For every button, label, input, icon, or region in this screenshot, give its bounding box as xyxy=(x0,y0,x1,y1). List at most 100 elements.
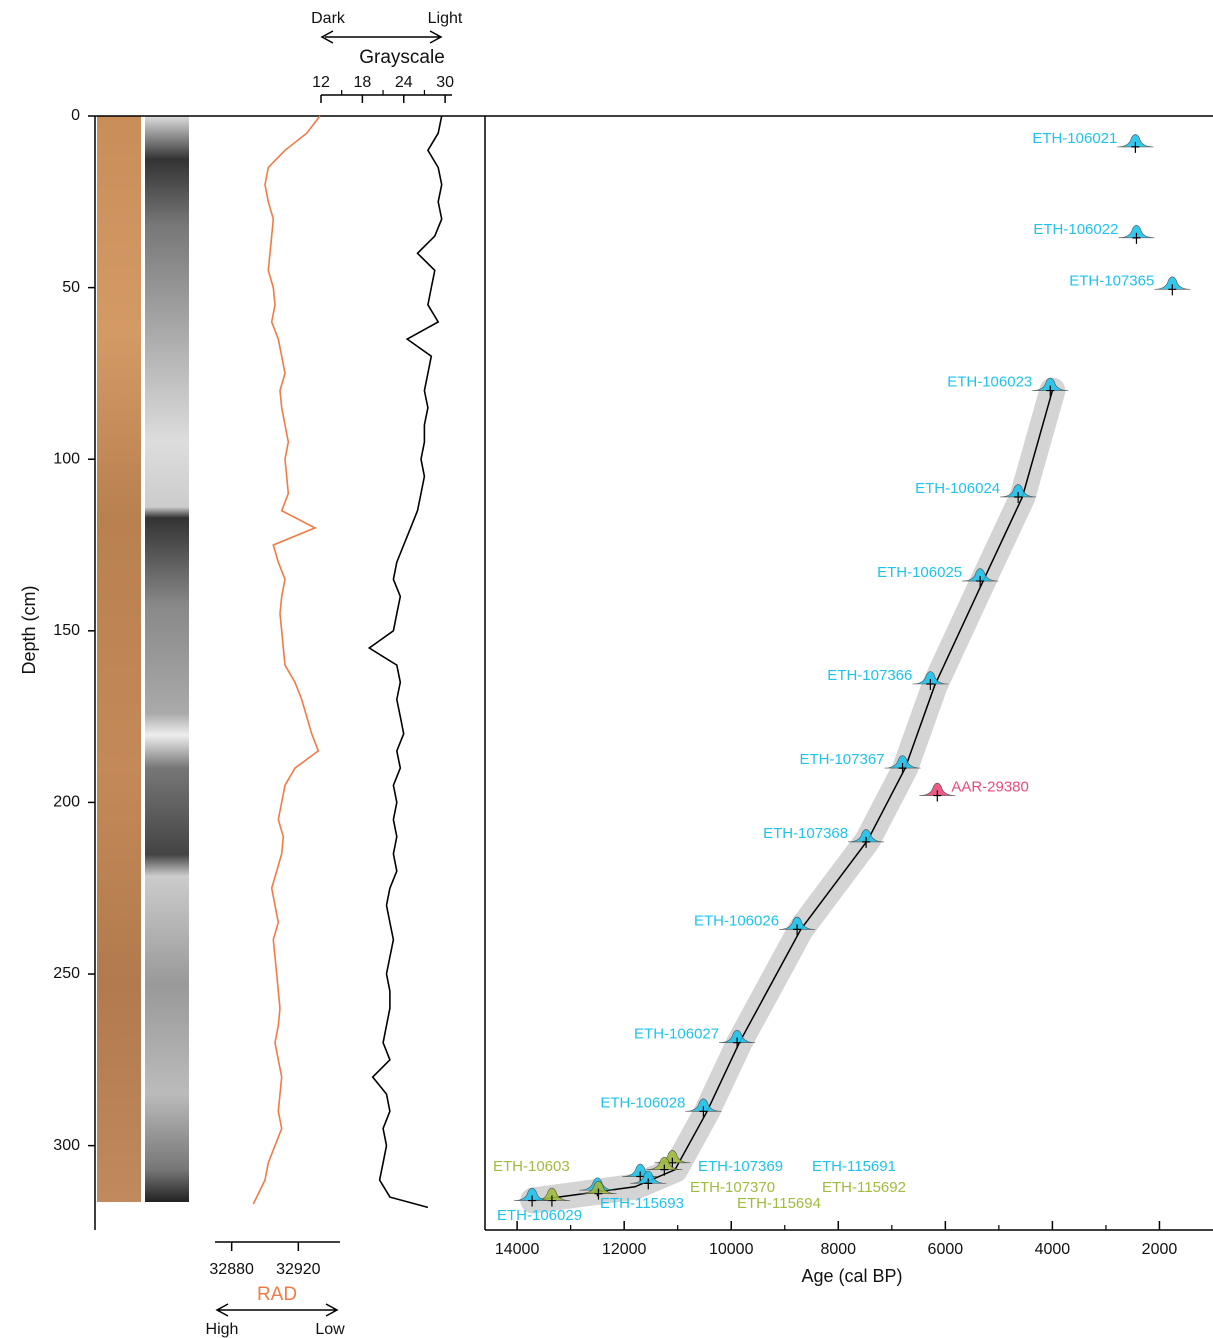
date-cross xyxy=(1014,491,1023,503)
date-mark xyxy=(685,1098,722,1118)
grayscale-arrow xyxy=(320,30,443,44)
date-distribution xyxy=(779,916,816,930)
x-tick-label: 10000 xyxy=(709,1241,754,1258)
date-label: ETH-115693 xyxy=(600,1195,684,1212)
date-mark xyxy=(884,755,921,775)
date-distribution xyxy=(719,1029,756,1043)
depth-axis-title: Depth (cm) xyxy=(19,585,39,674)
date-mark xyxy=(630,1170,667,1190)
age-model-envelope xyxy=(520,377,1066,1214)
profile-line xyxy=(367,115,443,1209)
x-tick-label: 6000 xyxy=(928,1241,964,1258)
date-label: ETH-107366 xyxy=(827,667,912,684)
date-label: ETH-106027 xyxy=(634,1026,719,1043)
profile-line xyxy=(252,115,321,1205)
date-distribution xyxy=(533,1187,570,1201)
date-mark xyxy=(646,1156,683,1176)
low-label: Low xyxy=(315,1321,345,1338)
date-cross xyxy=(1168,284,1177,296)
x-tick-label: 30 xyxy=(436,74,454,91)
date-mark xyxy=(1032,377,1069,397)
high-label: High xyxy=(206,1321,239,1338)
x-tick-label: 18 xyxy=(353,74,371,91)
x-tick-label: 14000 xyxy=(495,1241,540,1258)
date-distribution xyxy=(919,782,956,796)
date-cross xyxy=(976,576,985,588)
x-tick-label: 32880 xyxy=(209,1261,254,1278)
date-distribution xyxy=(1032,377,1069,391)
date-cross xyxy=(594,1188,603,1200)
date-cross xyxy=(1131,141,1140,153)
date-distribution xyxy=(646,1156,683,1170)
date-label: AAR-29380 xyxy=(951,779,1029,796)
date-distribution xyxy=(580,1180,617,1194)
y-tick-label: 250 xyxy=(53,965,80,982)
age-model-line xyxy=(533,390,1054,1202)
date-cross xyxy=(699,1106,708,1118)
date-mark xyxy=(1000,484,1037,503)
date-cross xyxy=(1132,232,1141,244)
date-cross xyxy=(1046,385,1055,397)
core-photo xyxy=(97,116,141,1202)
age-axis-title: Age (cal BP) xyxy=(801,1266,902,1286)
date-distribution xyxy=(848,829,885,843)
date-label: ETH-115694 xyxy=(737,1195,821,1212)
date-label: ETH-106028 xyxy=(600,1094,685,1111)
date-label: ETH-106029 xyxy=(497,1207,582,1224)
date-cross xyxy=(644,1178,653,1190)
date-label: ETH-106026 xyxy=(694,912,779,929)
date-mark xyxy=(779,916,816,936)
rad-title: RAD xyxy=(257,1284,297,1305)
date-mark xyxy=(1117,134,1154,153)
date-mark xyxy=(719,1029,756,1049)
date-label: ETH-106023 xyxy=(947,374,1032,391)
date-label: ETH-106025 xyxy=(877,564,962,581)
grayscale-title: Grayscale xyxy=(359,47,445,68)
date-cross xyxy=(733,1037,742,1049)
x-tick-label: 8000 xyxy=(820,1241,856,1258)
date-mark xyxy=(912,671,949,691)
date-label: ETH-10603 xyxy=(493,1158,570,1175)
date-mark xyxy=(1154,276,1191,296)
date-cross xyxy=(898,763,907,775)
date-mark xyxy=(1118,225,1155,244)
date-mark xyxy=(919,782,956,802)
date-label: ETH-115691 xyxy=(812,1158,896,1175)
date-distribution xyxy=(630,1170,667,1184)
y-tick-label: 100 xyxy=(53,450,80,467)
date-mark xyxy=(514,1187,551,1207)
date-distribution xyxy=(912,671,949,685)
date-label: ETH-106022 xyxy=(1033,221,1118,238)
date-label: ETH-107368 xyxy=(763,825,848,842)
date-cross xyxy=(862,836,871,848)
date-distribution xyxy=(1117,134,1154,148)
date-label: ETH-107365 xyxy=(1069,272,1154,289)
date-distribution xyxy=(685,1098,722,1112)
x-tick-label: 12000 xyxy=(602,1241,647,1258)
dark-label: Dark xyxy=(311,10,346,27)
date-mark xyxy=(962,568,999,588)
date-cross xyxy=(528,1195,537,1207)
date-cross xyxy=(926,679,935,691)
date-distribution xyxy=(1154,276,1191,290)
date-distribution xyxy=(514,1187,551,1201)
date-label: ETH-107367 xyxy=(799,751,884,768)
date-cross xyxy=(933,790,942,802)
x-tick-label: 32920 xyxy=(276,1261,321,1278)
date-label: ETH-107369 xyxy=(698,1158,783,1175)
date-label: ETH-106021 xyxy=(1032,130,1117,147)
date-distribution xyxy=(962,568,999,582)
core-grayscale-image xyxy=(145,116,189,1202)
y-tick-label: 300 xyxy=(53,1137,80,1154)
x-tick-label: 2000 xyxy=(1142,1241,1178,1258)
date-mark xyxy=(580,1180,617,1200)
date-cross xyxy=(660,1164,669,1176)
y-tick-label: 0 xyxy=(71,107,80,124)
date-label: ETH-106024 xyxy=(915,480,1000,497)
date-cross xyxy=(793,924,802,936)
date-distribution xyxy=(1000,484,1037,498)
date-label: ETH-107370 xyxy=(690,1179,775,1196)
date-distribution xyxy=(884,755,921,769)
rad-arrow xyxy=(215,1303,339,1317)
